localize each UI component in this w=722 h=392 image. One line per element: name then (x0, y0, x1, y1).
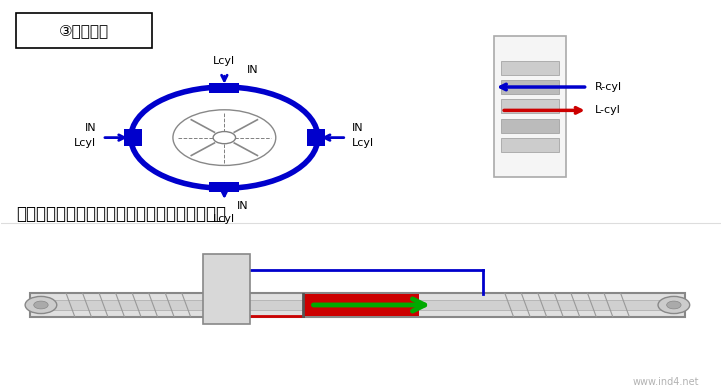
Circle shape (34, 301, 48, 309)
Bar (203, 254, 250, 325)
Text: 转向器左转向时的情况，和右转向的情况相反。: 转向器左转向时的情况，和右转向的情况相反。 (16, 205, 226, 223)
Text: ③左转向时: ③左转向时 (59, 23, 109, 38)
Text: Lcyl: Lcyl (213, 56, 235, 65)
Bar (16, 13, 152, 48)
Text: IN: IN (352, 123, 364, 133)
Circle shape (213, 132, 235, 144)
Bar (209, 83, 240, 93)
Bar (501, 119, 559, 133)
Bar (501, 138, 559, 152)
Bar (501, 60, 559, 74)
Text: IN: IN (238, 201, 249, 211)
Text: Lcyl: Lcyl (213, 214, 235, 223)
Circle shape (666, 301, 681, 309)
Bar (30, 293, 684, 317)
Text: www.ind4.net: www.ind4.net (632, 377, 699, 387)
Circle shape (25, 296, 57, 314)
Text: R-cyl: R-cyl (595, 82, 622, 92)
Bar (307, 129, 325, 146)
Bar (123, 129, 142, 146)
Bar (209, 182, 240, 192)
Bar (30, 300, 684, 310)
Bar (303, 294, 419, 316)
Text: Lcyl: Lcyl (352, 138, 375, 149)
Bar (501, 80, 559, 94)
Text: IN: IN (84, 123, 96, 133)
Circle shape (658, 296, 690, 314)
Text: Lcyl: Lcyl (74, 138, 96, 149)
Bar (494, 36, 566, 176)
Text: L-cyl: L-cyl (595, 105, 621, 115)
Text: IN: IN (248, 65, 259, 74)
Bar (501, 100, 559, 114)
